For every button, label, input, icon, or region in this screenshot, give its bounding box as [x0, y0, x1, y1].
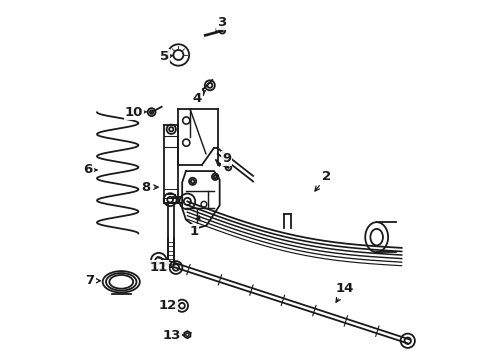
- Text: 9: 9: [222, 152, 231, 165]
- Text: 2: 2: [314, 170, 330, 191]
- Text: 14: 14: [335, 283, 353, 302]
- Text: 5: 5: [160, 50, 173, 63]
- Text: 4: 4: [192, 91, 204, 105]
- Text: 10: 10: [124, 106, 146, 120]
- Text: 3: 3: [215, 16, 226, 33]
- Text: 7: 7: [85, 274, 100, 287]
- Text: 8: 8: [142, 181, 158, 194]
- Text: 11: 11: [149, 261, 171, 274]
- Text: 13: 13: [162, 329, 184, 342]
- Text: 12: 12: [158, 299, 178, 312]
- Text: 6: 6: [83, 163, 97, 176]
- Text: 1: 1: [189, 216, 200, 238]
